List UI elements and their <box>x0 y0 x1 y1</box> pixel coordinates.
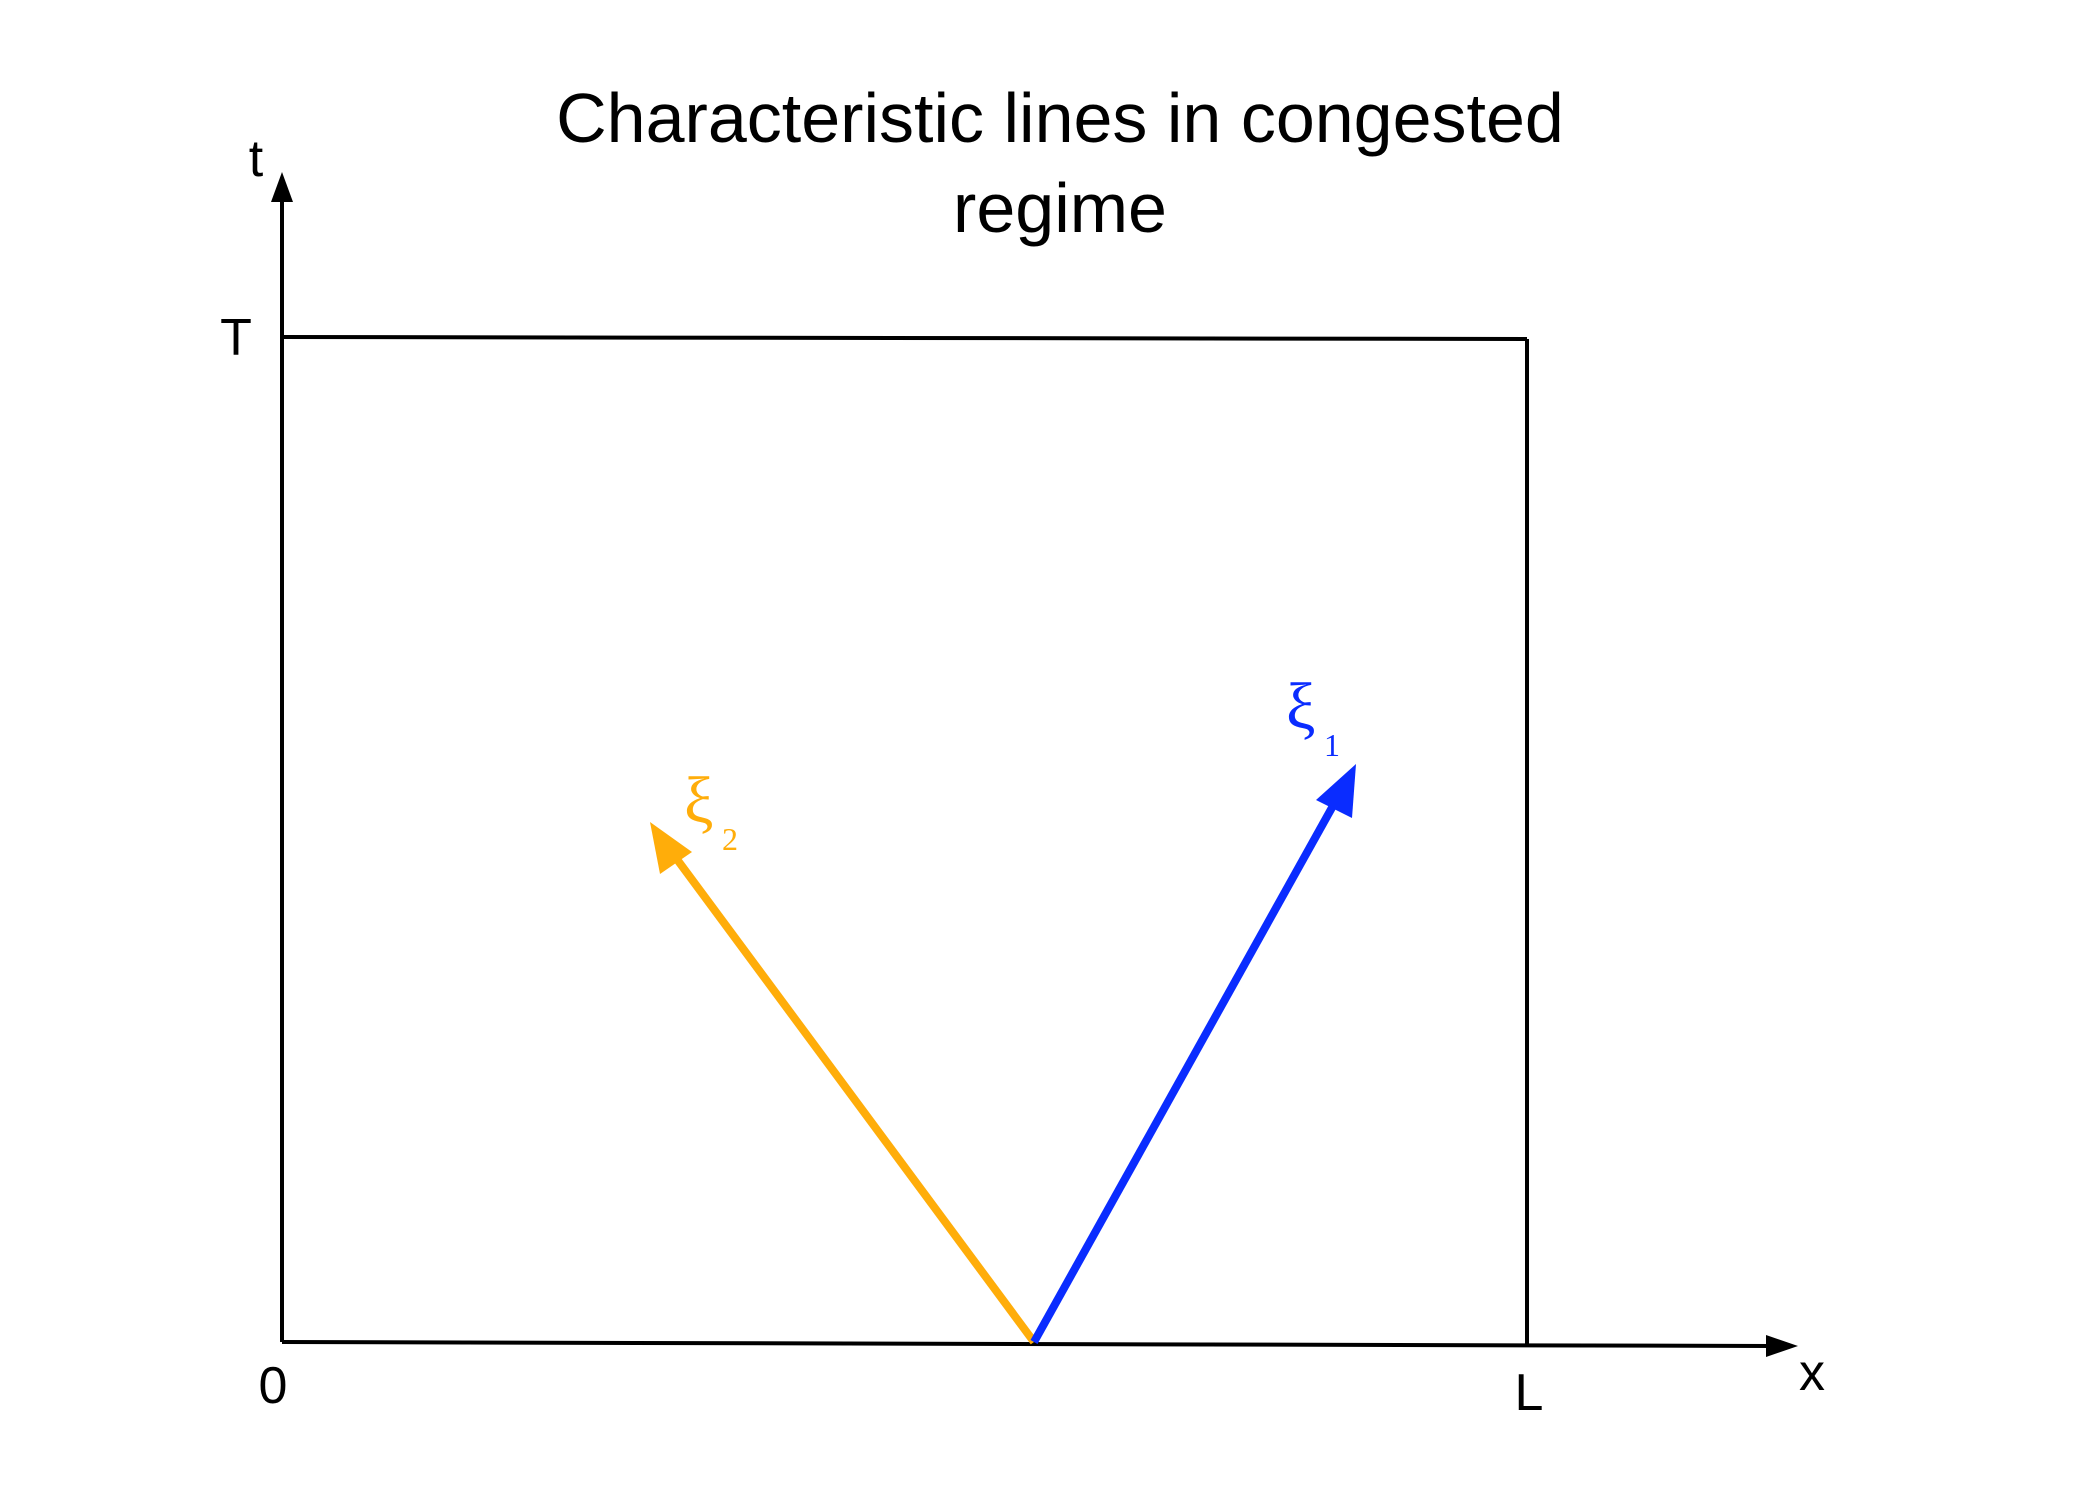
xi1-symbol: ξ <box>1286 670 1315 743</box>
xi2-symbol: ξ <box>684 764 713 837</box>
length-label: L <box>1515 1364 1544 1422</box>
x-axis-arrowhead <box>1766 1335 1798 1357</box>
diagram-title-line1: Characteristic lines in congested <box>556 79 1564 157</box>
t-axis-label: t <box>249 130 264 188</box>
x-axis-label: x <box>1799 1344 1825 1402</box>
domain-top-edge <box>281 335 1528 341</box>
characteristic-xi2-line <box>672 855 1038 1345</box>
t-axis-arrowhead <box>271 172 293 202</box>
characteristic-xi2-arrowhead <box>650 822 692 874</box>
x-axis <box>281 1340 1771 1348</box>
time-label: T <box>220 309 252 367</box>
xi1-subscript: 1 <box>1324 727 1340 763</box>
diagram-title-line2: regime <box>953 169 1167 247</box>
origin-label: 0 <box>259 1357 288 1415</box>
characteristic-xi1-line <box>1030 802 1338 1344</box>
characteristic-xi1-arrowhead <box>1316 764 1356 818</box>
xi2-subscript: 2 <box>722 821 738 857</box>
